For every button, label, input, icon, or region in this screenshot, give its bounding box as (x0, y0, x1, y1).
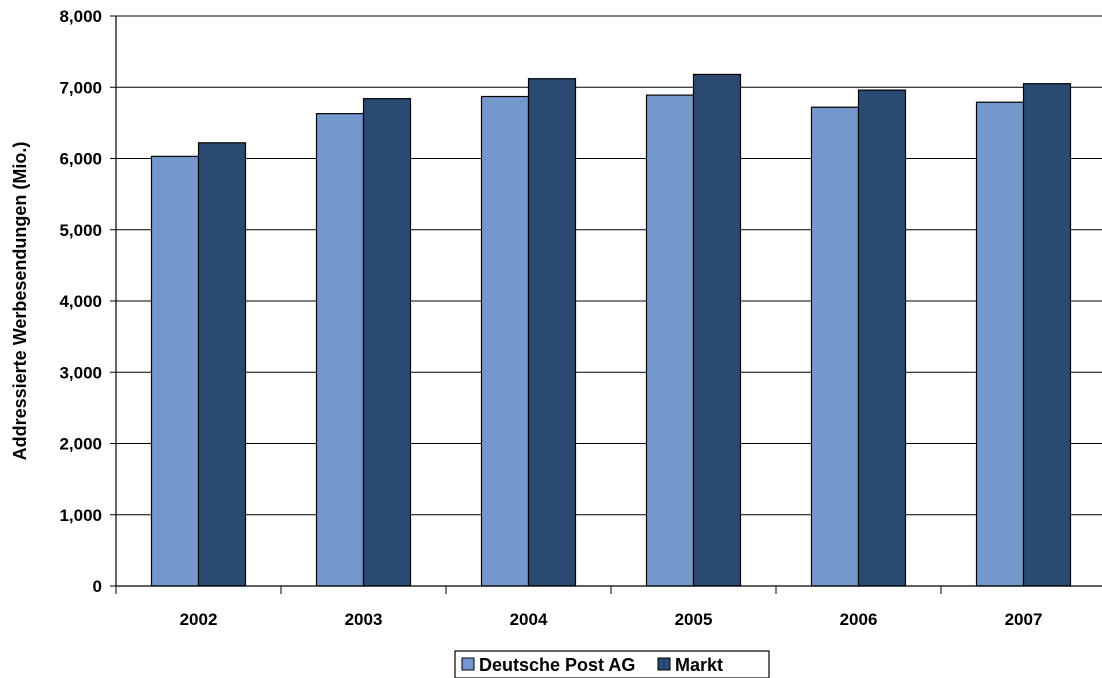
bar-markt-2005 (692, 73, 742, 587)
bar-deutsche-post-ag-2002 (150, 155, 200, 587)
legend-swatch (657, 657, 671, 671)
x-tick-label: 2002 (180, 610, 218, 629)
bar-markt-2006 (857, 89, 907, 587)
y-axis-title: Addressierte Werbesendungen (Mio.) (10, 142, 30, 461)
y-tick-label: 3,000 (59, 363, 102, 382)
y-tick-label: 4,000 (59, 292, 102, 311)
bar-deutsche-post-ag-2007 (975, 101, 1025, 587)
y-tick-label: 5,000 (59, 221, 102, 240)
legend: Deutsche Post AG Markt (454, 650, 770, 678)
gridlines (110, 15, 1102, 587)
bar-markt-2003 (362, 98, 412, 587)
y-tick-label: 8,000 (59, 7, 102, 26)
bar-deutsche-post-ag-2005 (645, 94, 695, 587)
x-tick-label: 2007 (1005, 610, 1043, 629)
x-tick-label: 2004 (510, 610, 548, 629)
bar-markt-2004 (527, 78, 577, 587)
y-tick-label: 2,000 (59, 435, 102, 454)
y-tick-label: 7,000 (59, 78, 102, 97)
x-tick-label: 2006 (840, 610, 878, 629)
axes (115, 16, 1102, 594)
bar-markt-2002 (197, 142, 247, 587)
x-tick-label: 2005 (675, 610, 713, 629)
x-tick-label: 2003 (345, 610, 383, 629)
legend-label: Deutsche Post AG (479, 655, 635, 675)
bar-deutsche-post-ag-2004 (480, 95, 530, 587)
y-tick-label: 6,000 (59, 150, 102, 169)
bar-deutsche-post-ag-2006 (810, 106, 860, 587)
legend-swatch (461, 657, 475, 671)
y-tick-label: 0 (93, 577, 102, 596)
x-tick-labels: 2002 2003 2004 2005 2006 2007 (180, 610, 1043, 629)
y-tick-label: 1,000 (59, 506, 102, 525)
legend-label: Markt (675, 655, 723, 675)
y-tick-labels: 0 1,000 2,000 3,000 4,000 5,000 6,000 7,000 8,00… (59, 7, 102, 596)
bars (150, 73, 1072, 587)
bar-deutsche-post-ag-2003 (315, 113, 365, 587)
bar-markt-2007 (1022, 83, 1072, 587)
legend-box (454, 650, 770, 678)
